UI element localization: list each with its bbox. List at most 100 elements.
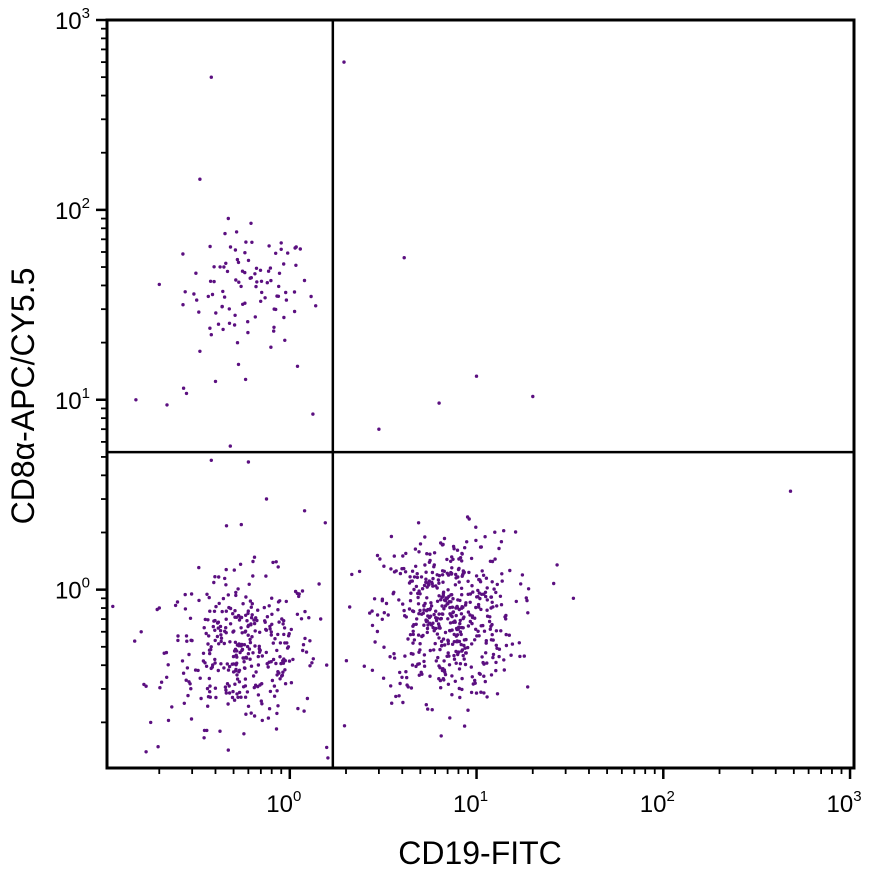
data-point	[234, 593, 238, 598]
data-point	[267, 244, 271, 248]
data-point	[228, 640, 232, 644]
data-point	[453, 583, 458, 587]
x-tick-label: 101	[453, 788, 488, 818]
data-point	[277, 284, 281, 289]
data-point	[497, 654, 501, 659]
data-point	[277, 271, 282, 275]
data-point	[325, 745, 329, 750]
data-point	[437, 612, 441, 616]
data-point	[259, 699, 263, 703]
data-point	[249, 623, 253, 627]
data-point	[418, 592, 422, 596]
data-point	[423, 563, 427, 567]
data-point	[477, 591, 481, 595]
data-point	[442, 607, 446, 611]
data-point	[311, 657, 315, 661]
data-point	[485, 614, 490, 618]
data-point	[453, 679, 457, 683]
data-point	[435, 599, 440, 603]
data-point	[242, 732, 246, 736]
data-point	[275, 689, 279, 693]
data-point	[491, 652, 496, 657]
data-point	[458, 556, 463, 560]
data-point	[176, 638, 180, 643]
data-point	[441, 580, 445, 584]
data-point	[485, 695, 489, 699]
data-point	[252, 555, 257, 559]
data-point	[373, 640, 377, 644]
data-point	[403, 570, 408, 574]
tick-base: 10	[640, 791, 667, 818]
data-point	[370, 668, 375, 672]
data-point	[439, 639, 444, 644]
data-point	[390, 701, 394, 705]
data-point	[263, 296, 267, 300]
data-point	[242, 643, 247, 647]
data-point	[294, 263, 298, 267]
data-point	[233, 615, 237, 619]
data-point	[208, 326, 212, 330]
y-tick-label: 100	[55, 575, 90, 605]
data-point	[289, 681, 294, 685]
data-point	[485, 608, 489, 612]
data-point	[212, 580, 216, 585]
data-point	[243, 629, 248, 633]
data-point	[454, 661, 458, 665]
data-point	[552, 581, 556, 586]
data-point	[231, 654, 236, 659]
data-point	[398, 670, 402, 675]
tick-base: 10	[266, 791, 293, 818]
data-point	[267, 604, 271, 608]
data-point	[463, 546, 467, 550]
data-point	[185, 666, 190, 670]
data-point	[203, 661, 207, 665]
data-point	[245, 644, 250, 649]
data-point	[368, 611, 372, 615]
data-point	[788, 489, 793, 493]
y-axis-title: CD8α-APC/CY5.5	[5, 268, 41, 525]
data-point	[458, 630, 463, 634]
data-point	[189, 687, 193, 691]
data-point	[244, 613, 248, 617]
data-point	[246, 609, 250, 613]
data-point	[378, 557, 382, 561]
data-point	[251, 674, 256, 678]
data-point	[457, 580, 461, 584]
data-point	[377, 427, 381, 431]
data-point	[442, 659, 446, 663]
data-point	[526, 587, 531, 591]
data-point	[243, 251, 247, 255]
data-point	[403, 614, 407, 618]
data-point	[250, 602, 254, 606]
data-point	[245, 619, 249, 623]
data-point	[434, 609, 438, 613]
tick-exponent: 2	[666, 788, 674, 805]
data-point	[243, 695, 248, 699]
x-tick-label: 103	[827, 788, 862, 818]
data-point	[424, 703, 428, 707]
tick-exponent: 0	[82, 575, 90, 592]
data-point	[432, 612, 436, 617]
data-point	[448, 605, 452, 610]
data-point	[370, 623, 375, 628]
data-point	[466, 624, 471, 628]
data-point	[524, 596, 528, 600]
data-point	[311, 412, 315, 416]
tick-base: 10	[55, 8, 82, 35]
data-point	[517, 641, 521, 645]
data-point	[471, 590, 475, 594]
data-point	[204, 664, 209, 668]
data-point	[435, 632, 440, 636]
data-point	[176, 634, 180, 638]
data-point	[436, 655, 440, 660]
data-point	[489, 606, 493, 610]
data-point	[431, 576, 435, 581]
data-point	[239, 695, 243, 699]
data-point	[424, 609, 429, 613]
x-tick-label: 102	[640, 788, 675, 818]
data-point	[462, 724, 467, 728]
data-point	[411, 652, 415, 656]
data-point	[216, 668, 220, 673]
data-point	[276, 600, 281, 604]
